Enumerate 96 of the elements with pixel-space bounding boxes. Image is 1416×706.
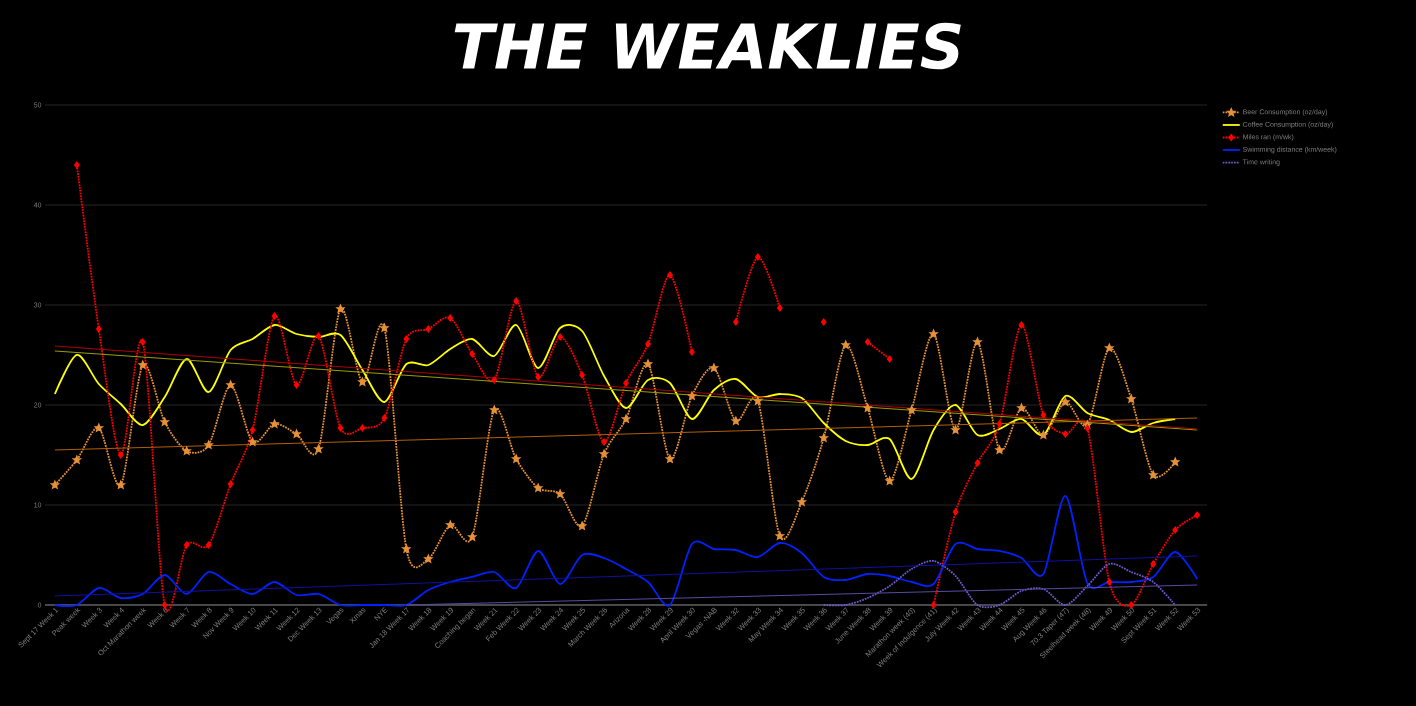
chart-title: THE WEAKLIES	[454, 22, 961, 70]
point	[579, 371, 585, 379]
point	[314, 444, 323, 453]
point	[204, 440, 213, 449]
point	[227, 480, 234, 488]
point	[271, 312, 278, 320]
point	[118, 451, 124, 459]
point	[688, 391, 696, 400]
point	[755, 253, 761, 261]
point	[709, 363, 718, 372]
point	[733, 318, 739, 326]
point	[359, 424, 366, 432]
point	[819, 433, 828, 442]
point	[1171, 457, 1180, 466]
point	[623, 379, 629, 387]
point	[535, 373, 541, 381]
point	[645, 340, 651, 348]
point	[381, 414, 388, 422]
point	[1018, 321, 1025, 329]
point	[183, 541, 190, 549]
point	[1062, 430, 1069, 438]
point	[96, 325, 102, 333]
point	[512, 454, 521, 463]
line-series	[53, 324, 1177, 480]
point	[468, 532, 477, 541]
point	[402, 544, 411, 553]
point	[513, 297, 519, 305]
point	[469, 350, 476, 358]
point	[1149, 470, 1158, 479]
point	[139, 338, 146, 346]
point	[973, 337, 982, 346]
point	[929, 329, 938, 338]
point	[161, 601, 168, 609]
point	[534, 483, 543, 492]
point	[425, 325, 432, 333]
point	[907, 405, 916, 414]
point	[337, 424, 344, 432]
point	[1040, 411, 1047, 419]
point	[951, 425, 960, 434]
point	[886, 355, 893, 363]
point	[885, 476, 894, 485]
point	[1172, 526, 1178, 534]
point	[447, 314, 454, 322]
point	[403, 335, 410, 343]
point	[689, 348, 695, 356]
point	[248, 437, 257, 446]
point	[841, 340, 850, 349]
point	[1039, 430, 1048, 439]
point	[601, 438, 607, 446]
point	[556, 489, 565, 498]
point	[336, 304, 345, 313]
point	[1150, 560, 1157, 568]
point	[315, 332, 322, 340]
point	[380, 323, 389, 332]
point	[182, 446, 191, 455]
point	[270, 419, 279, 428]
point	[491, 376, 497, 384]
point	[138, 360, 147, 369]
point	[952, 508, 959, 516]
point	[974, 459, 981, 467]
point	[1194, 511, 1200, 519]
point	[578, 521, 587, 530]
point	[1061, 397, 1070, 406]
point	[1084, 424, 1091, 432]
point	[293, 381, 300, 389]
point	[667, 271, 673, 279]
point	[205, 541, 212, 549]
point	[72, 455, 81, 464]
point	[863, 403, 872, 412]
point	[864, 338, 871, 346]
point	[1127, 394, 1136, 403]
point	[557, 333, 563, 341]
point	[292, 429, 301, 438]
point	[249, 426, 256, 434]
point	[995, 445, 1004, 454]
point	[116, 480, 125, 489]
point	[777, 304, 783, 312]
point	[1017, 403, 1026, 412]
point	[94, 423, 103, 432]
point	[358, 377, 367, 386]
point	[775, 531, 784, 540]
point	[797, 497, 806, 506]
point	[753, 396, 762, 405]
point	[820, 318, 827, 326]
point	[160, 417, 169, 426]
line-series	[53, 495, 1199, 607]
point	[1105, 343, 1114, 352]
point	[446, 520, 455, 529]
point	[996, 420, 1003, 428]
point	[50, 480, 59, 489]
point	[74, 161, 80, 169]
point	[226, 380, 235, 389]
point	[731, 416, 740, 425]
point	[1106, 578, 1113, 586]
point	[490, 405, 499, 414]
point	[424, 554, 433, 563]
